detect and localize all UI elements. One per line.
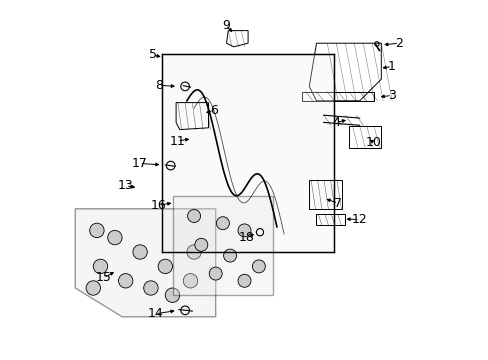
Text: 6: 6 <box>209 104 217 117</box>
Text: 5: 5 <box>148 48 156 61</box>
Circle shape <box>107 230 122 245</box>
Circle shape <box>194 238 207 251</box>
Text: 13: 13 <box>118 179 133 192</box>
Circle shape <box>93 259 107 274</box>
Circle shape <box>118 274 133 288</box>
Text: 2: 2 <box>395 37 403 50</box>
Text: 15: 15 <box>95 271 111 284</box>
Circle shape <box>86 281 101 295</box>
Circle shape <box>165 288 179 302</box>
Text: 4: 4 <box>332 116 340 129</box>
Text: 10: 10 <box>366 136 381 149</box>
Text: 1: 1 <box>387 60 395 73</box>
Circle shape <box>143 281 158 295</box>
Polygon shape <box>172 196 273 295</box>
Circle shape <box>252 260 265 273</box>
Text: 14: 14 <box>147 307 163 320</box>
Text: 16: 16 <box>151 199 166 212</box>
Text: 9: 9 <box>222 19 229 32</box>
Circle shape <box>238 224 250 237</box>
Text: 17: 17 <box>131 157 147 170</box>
Text: 7: 7 <box>333 197 342 210</box>
Circle shape <box>133 245 147 259</box>
Polygon shape <box>75 209 215 317</box>
Circle shape <box>238 274 250 287</box>
Circle shape <box>186 245 201 259</box>
Circle shape <box>183 274 197 288</box>
Circle shape <box>209 267 222 280</box>
Text: 12: 12 <box>351 213 367 226</box>
Circle shape <box>89 223 104 238</box>
Text: 11: 11 <box>169 135 184 148</box>
Text: 8: 8 <box>155 79 163 92</box>
Circle shape <box>187 210 200 222</box>
Text: 3: 3 <box>387 89 395 102</box>
Circle shape <box>223 249 236 262</box>
Circle shape <box>158 259 172 274</box>
Text: 18: 18 <box>239 231 254 244</box>
Circle shape <box>216 217 229 230</box>
Polygon shape <box>162 54 334 252</box>
